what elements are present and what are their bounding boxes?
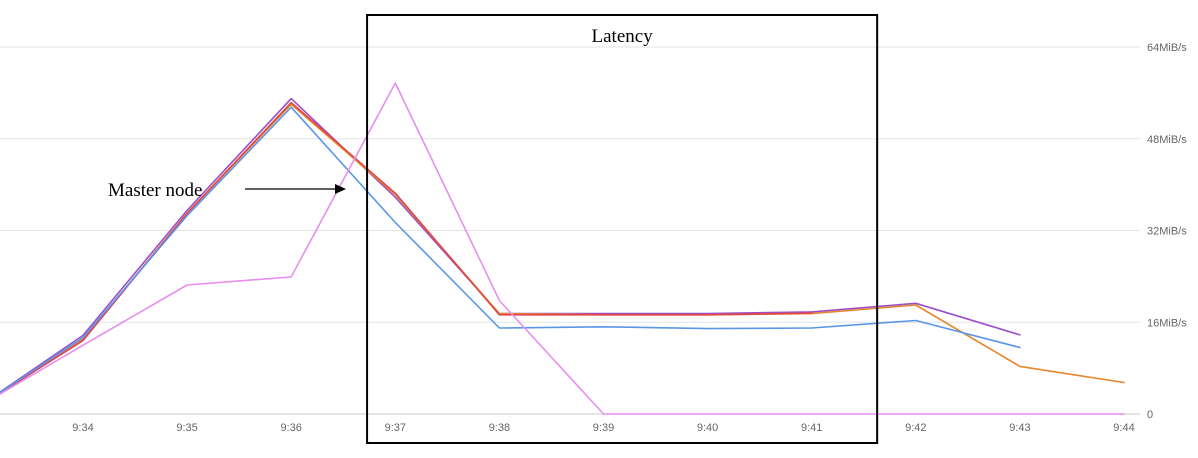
y-tick-label: 64MiB/s bbox=[1147, 42, 1187, 54]
y-axis: 0 16MiB/s 32MiB/s 48MiB/s 64MiB/s bbox=[1147, 42, 1187, 421]
series-lines bbox=[0, 82, 1125, 415]
x-tick-label: 9:34 bbox=[72, 422, 93, 434]
series-line bbox=[0, 103, 1125, 394]
x-tick-label: 9:43 bbox=[1009, 422, 1030, 434]
series-line bbox=[0, 97, 1021, 394]
latency-box bbox=[366, 14, 879, 444]
latency-label: Latency bbox=[592, 26, 654, 47]
series-line bbox=[0, 101, 813, 395]
series-line bbox=[0, 106, 1021, 394]
x-tick-label: 9:41 bbox=[801, 422, 822, 434]
arrowhead-icon bbox=[335, 184, 346, 194]
x-tick-label: 9:37 bbox=[385, 422, 406, 434]
y-tick-label: 0 bbox=[1147, 409, 1153, 421]
master-node-label: Master node bbox=[108, 180, 202, 201]
x-tick-label: 9:38 bbox=[489, 422, 510, 434]
x-tick-label: 9:40 bbox=[697, 422, 718, 434]
x-tick-label: 9:35 bbox=[176, 422, 197, 434]
annotations: Latency Master node bbox=[108, 14, 879, 444]
x-axis: 9:34 9:35 9:36 9:37 9:38 9:39 9:40 9:41 9:42 9:43… bbox=[72, 422, 1134, 434]
series-line bbox=[0, 82, 1125, 415]
x-tick-label: 9:39 bbox=[593, 422, 614, 434]
x-tick-label: 9:42 bbox=[905, 422, 926, 434]
y-tick-label: 32MiB/s bbox=[1147, 226, 1187, 238]
x-tick-label: 9:44 bbox=[1113, 422, 1134, 434]
y-tick-label: 16MiB/s bbox=[1147, 317, 1187, 329]
x-tick-label: 9:36 bbox=[280, 422, 301, 434]
y-tick-label: 48MiB/s bbox=[1147, 134, 1187, 146]
